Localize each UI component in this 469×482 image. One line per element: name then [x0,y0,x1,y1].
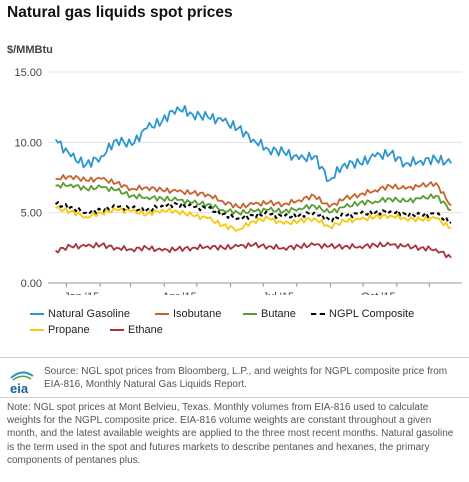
footnote: Note: NGL spot prices at Mont Belvieu, T… [7,402,454,466]
y-tick-label: 15.00 [14,67,42,79]
x-tick-label: Oct '15 [361,291,396,295]
series-line [54,201,452,224]
legend-label: Ethane [128,324,163,336]
legend-swatch [30,313,44,315]
legend-item: NGPL Composite [311,308,414,320]
series-line [55,241,452,259]
x-tick-label: Jan '15 [64,291,99,295]
legend-label: Isobutane [173,308,222,320]
legend-swatch [311,313,325,315]
legend-swatch [155,313,169,315]
legend-label: NGPL Composite [329,308,415,320]
series-lines [54,105,452,259]
x-axis-ticks: Jan '15 Apr '15 Jul '15 Oct '15 [64,283,430,295]
legend-label: Butane [261,308,296,320]
series-line [55,205,452,232]
legend-swatch [30,329,44,331]
grid-lines [48,71,462,284]
series-line [55,174,452,209]
legend-swatch [243,313,257,315]
legend-label: Propane [48,324,90,336]
x-tick-label: Apr '15 [162,291,197,295]
source-note: Source: NGL spot prices from Bloomberg, … [44,366,448,390]
y-tick-label: 0.00 [21,278,42,290]
x-tick-label: Jul '15 [263,291,294,295]
svg-text:eia: eia [10,381,29,396]
series-line [55,181,452,216]
legend-item: Butane [243,308,296,320]
legend-item: Isobutane [155,308,221,320]
y-tick-label: 10.00 [14,137,42,149]
legend-item: Natural Gasoline [30,308,130,320]
chart-title: Natural gas liquids spot prices [7,4,233,21]
y-tick-label: 5.00 [21,208,42,220]
legend-item: Ethane [110,324,163,336]
line-chart: 0.00 5.00 10.00 15.00 Jan '15 Apr '15 Jul '15… [14,67,462,295]
legend-swatch [110,329,124,331]
y-axis-unit: $/MMBtu [7,44,53,56]
divider [0,397,469,398]
y-axis-ticks: 0.00 5.00 10.00 15.00 [14,67,42,290]
series-line [54,105,452,182]
divider [0,357,469,358]
eia-logo-icon: eia [10,371,34,396]
legend-item: Propane [30,324,90,336]
legend-label: Natural Gasoline [48,308,130,320]
